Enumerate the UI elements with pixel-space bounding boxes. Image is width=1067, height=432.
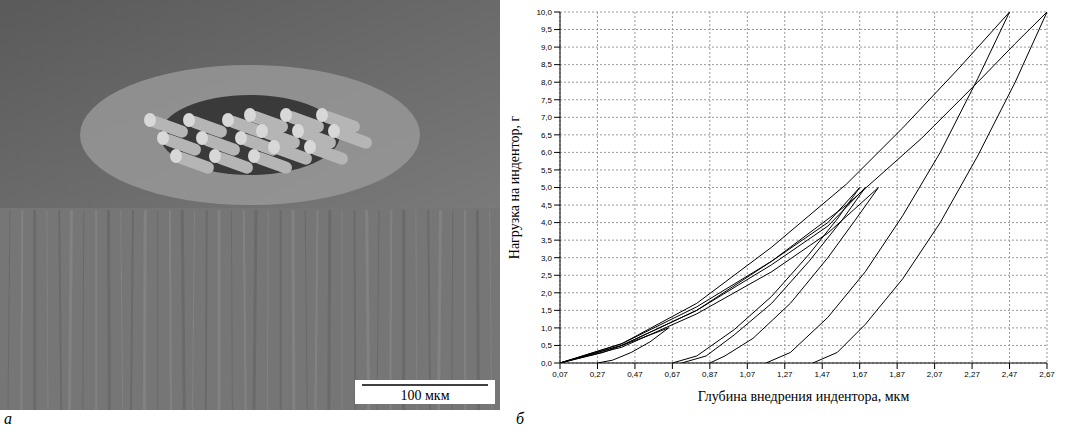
svg-text:7,5: 7,5 — [541, 96, 553, 105]
svg-text:4,0: 4,0 — [541, 218, 553, 227]
svg-text:3,5: 3,5 — [541, 236, 553, 245]
svg-text:6,0: 6,0 — [541, 148, 553, 157]
svg-text:10,0: 10,0 — [536, 8, 552, 17]
svg-text:1,47: 1,47 — [814, 370, 830, 379]
svg-text:1,27: 1,27 — [777, 370, 793, 379]
svg-text:Нагрузка на индентор, г: Нагрузка на индентор, г — [508, 116, 522, 260]
svg-text:Глубина внедрения индентора, м: Глубина внедрения индентора, мкм — [698, 389, 910, 404]
svg-text:9,5: 9,5 — [541, 25, 553, 34]
svg-text:3,0: 3,0 — [541, 254, 553, 263]
svg-text:2,47: 2,47 — [1002, 370, 1018, 379]
svg-text:2,5: 2,5 — [541, 271, 553, 280]
svg-text:2,07: 2,07 — [927, 370, 943, 379]
svg-text:8,0: 8,0 — [541, 78, 553, 87]
svg-text:9,0: 9,0 — [541, 43, 553, 52]
svg-text:2,0: 2,0 — [541, 289, 553, 298]
svg-text:1,0: 1,0 — [541, 324, 553, 333]
svg-text:0,5: 0,5 — [541, 341, 553, 350]
svg-text:6,5: 6,5 — [541, 131, 553, 140]
svg-text:5,5: 5,5 — [541, 166, 553, 175]
svg-text:1,87: 1,87 — [889, 370, 905, 379]
svg-text:1,5: 1,5 — [541, 306, 553, 315]
svg-text:1,07: 1,07 — [740, 370, 756, 379]
svg-text:8,5: 8,5 — [541, 60, 553, 69]
svg-text:2,27: 2,27 — [964, 370, 980, 379]
svg-text:0,67: 0,67 — [665, 370, 681, 379]
svg-text:1,67: 1,67 — [852, 370, 868, 379]
svg-text:5,0: 5,0 — [541, 183, 553, 192]
html-text:б: б — [516, 410, 524, 427]
svg-text:2,67: 2,67 — [1039, 370, 1055, 379]
svg-text:0,87: 0,87 — [702, 370, 718, 379]
svg-text:0,27: 0,27 — [590, 370, 606, 379]
svg-text:7,0: 7,0 — [541, 113, 553, 122]
svg-text:0,07: 0,07 — [552, 370, 568, 379]
html-text:а: а — [4, 410, 12, 427]
svg-text:4,5: 4,5 — [541, 201, 553, 210]
svg-text:100 мкм: 100 мкм — [400, 388, 449, 403]
svg-text:0,47: 0,47 — [627, 370, 643, 379]
svg-text:0,0: 0,0 — [541, 359, 553, 368]
